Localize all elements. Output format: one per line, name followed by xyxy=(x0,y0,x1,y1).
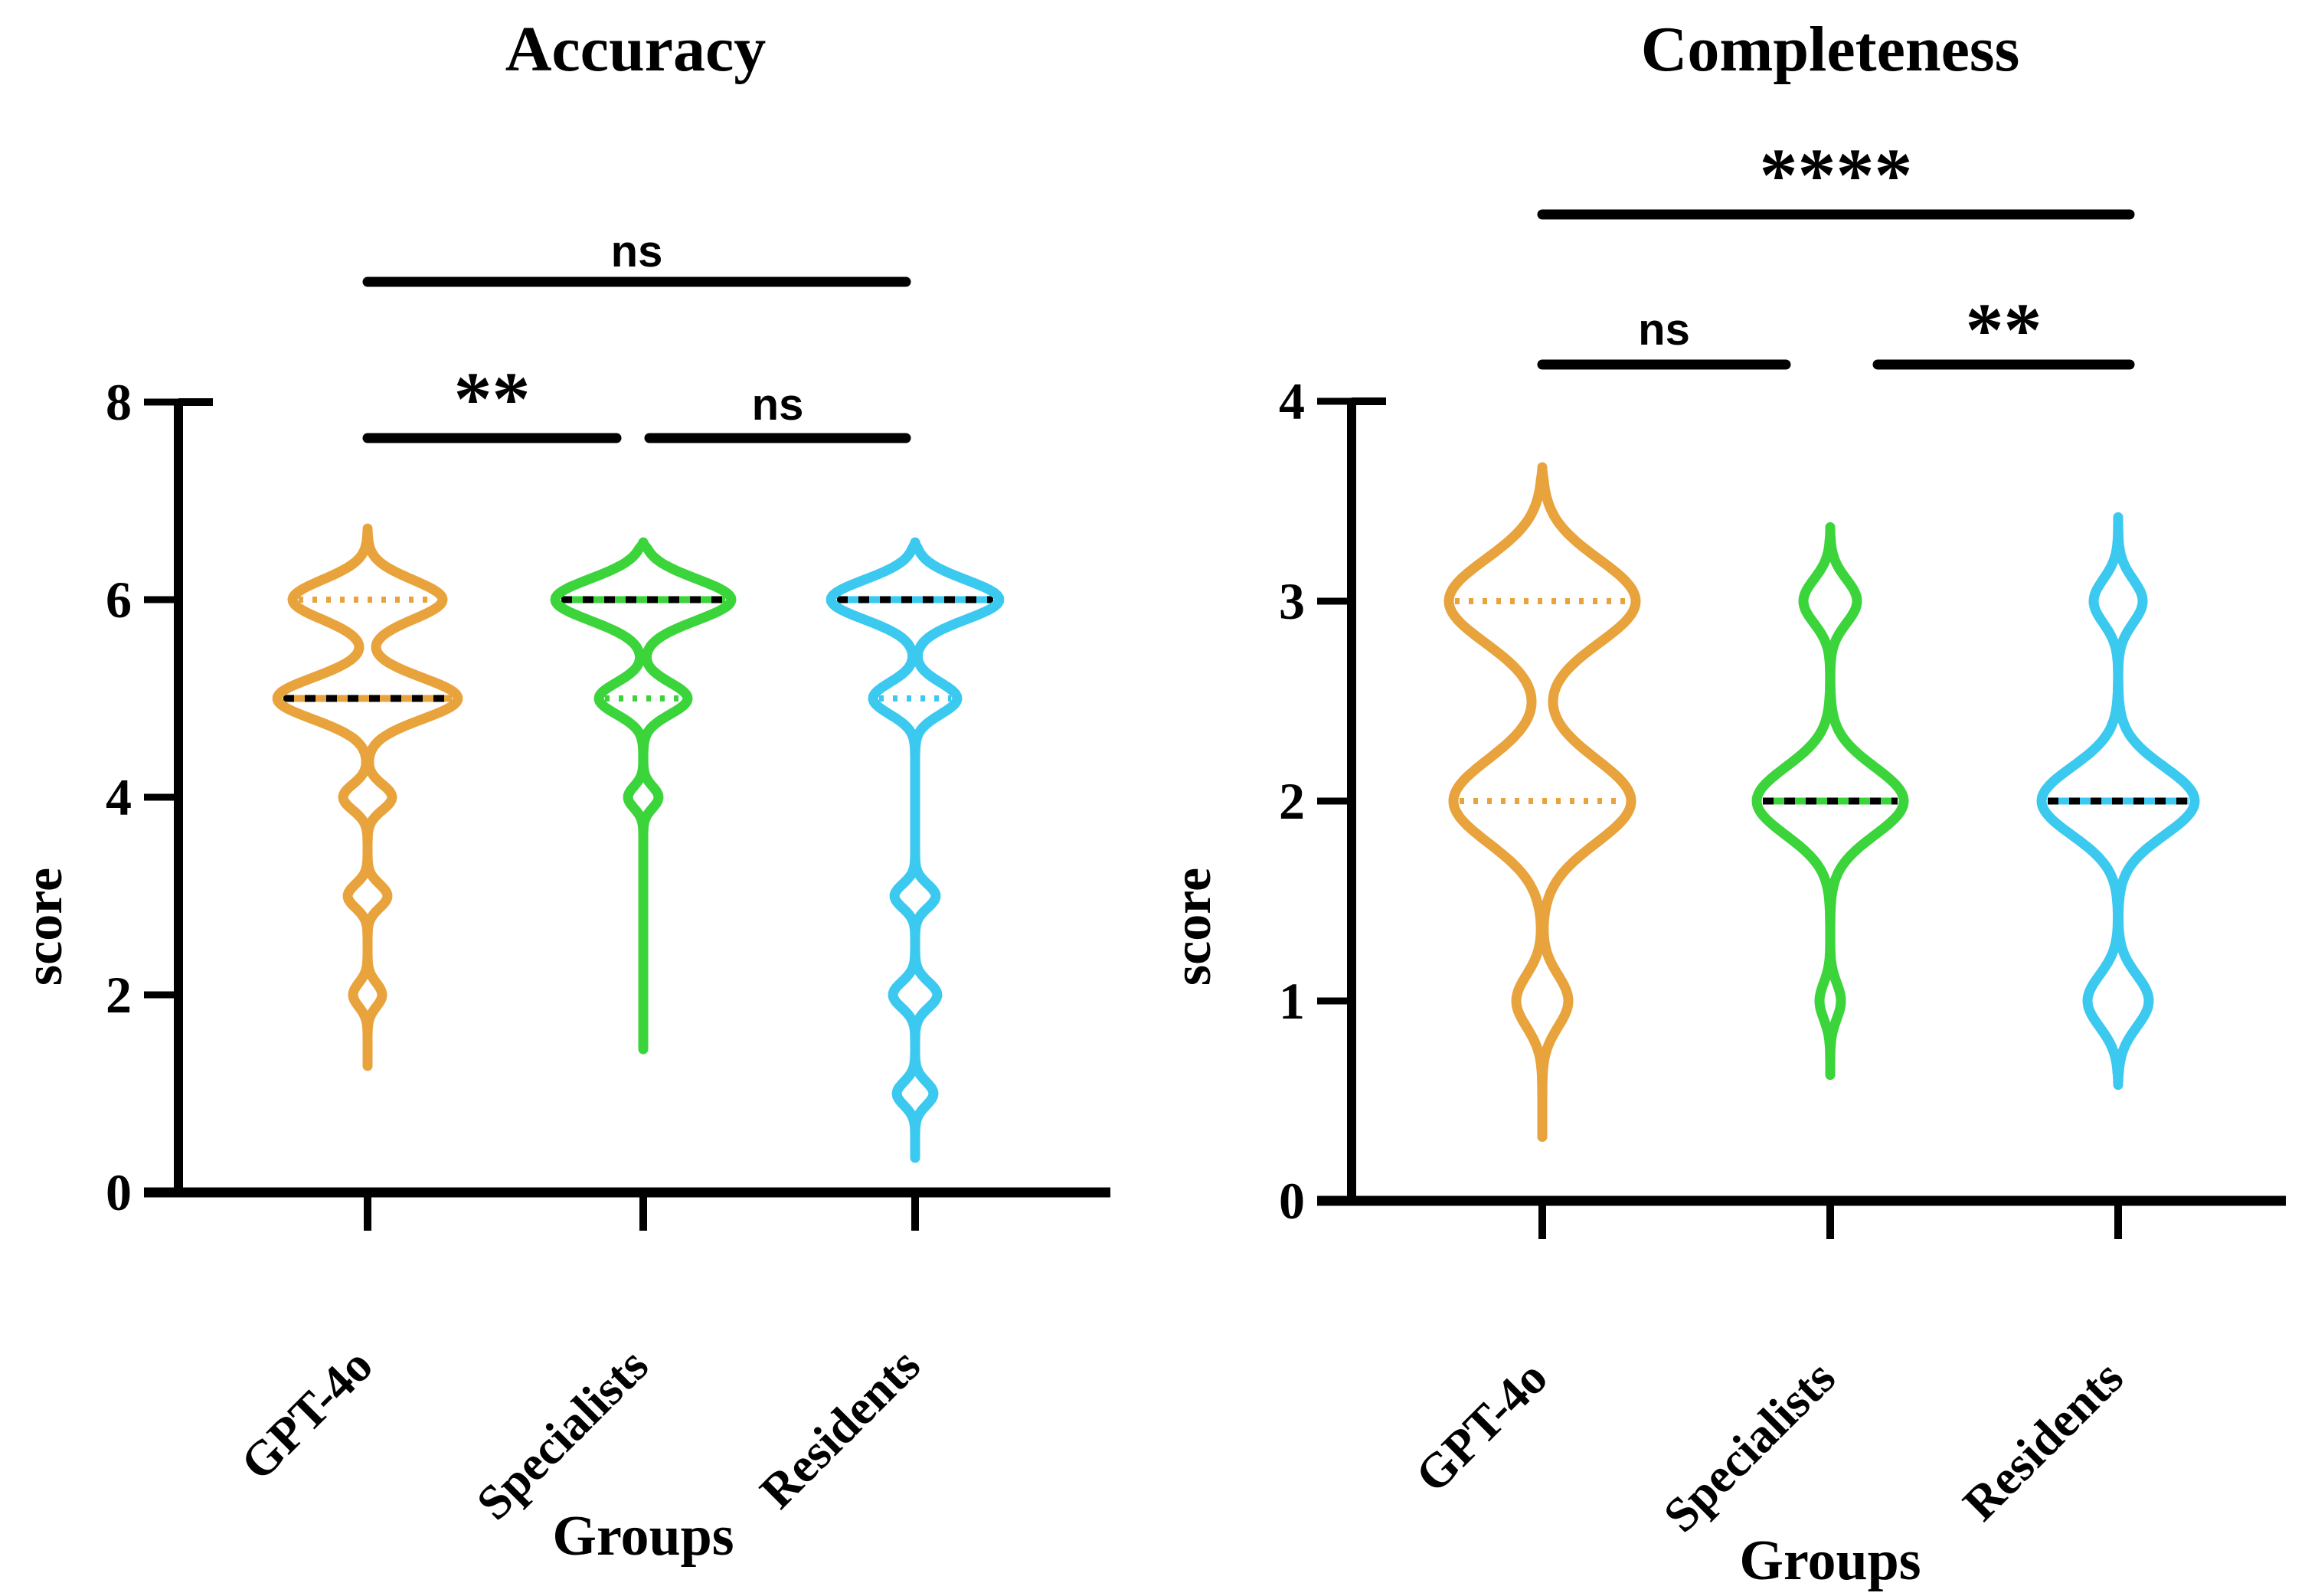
y-tick-label: 3 xyxy=(1279,572,1305,630)
y-tick-label: 6 xyxy=(106,571,132,629)
panel-title: Accuracy xyxy=(505,14,767,85)
violin-specialists xyxy=(1751,522,1909,1081)
violin-outline xyxy=(272,523,463,1071)
y-tick-label: 0 xyxy=(106,1163,132,1222)
significance-label: ns xyxy=(752,380,804,430)
violin-body xyxy=(555,542,731,1049)
x-axis-label: Groups xyxy=(552,1505,734,1568)
violin-outline xyxy=(1751,522,1909,1081)
group-label: Specialists xyxy=(466,1338,659,1530)
y-axis-label: score xyxy=(1163,868,1222,986)
violin-outline xyxy=(826,537,1005,1163)
group-label: Specialists xyxy=(1653,1350,1846,1542)
y-tick-label: 0 xyxy=(1279,1172,1305,1230)
y-tick-label: 4 xyxy=(1279,372,1305,430)
violin-specialists xyxy=(550,537,737,1055)
violin-outline xyxy=(1443,462,1641,1142)
panel-title: Completeness xyxy=(1641,14,2020,85)
group-label: GPT-4o xyxy=(1404,1350,1557,1503)
group-label: GPT-4o xyxy=(230,1338,382,1490)
y-tick-label: 2 xyxy=(106,966,132,1024)
y-axis-label: score xyxy=(15,868,74,986)
significance-label: ** xyxy=(454,356,531,441)
significance-label: ns xyxy=(1638,305,1690,355)
y-tick-label: 2 xyxy=(1279,772,1305,830)
violin-outline xyxy=(2036,512,2200,1091)
panel-completeness: Completeness 0 1 2 3 4 score GPT-4o Specialists R… xyxy=(1163,14,2286,1592)
x-axis-label: Groups xyxy=(1739,1529,1921,1592)
violin-body xyxy=(277,528,458,1066)
violin-residents xyxy=(2036,512,2200,1091)
group-label: Residents xyxy=(1953,1350,2133,1531)
y-tick-label: 4 xyxy=(106,768,132,826)
violin-outline xyxy=(550,537,737,1055)
significance-label: **** xyxy=(1760,132,1913,217)
significance-label: ns xyxy=(611,227,663,276)
violin-gpt4o xyxy=(1443,462,1641,1142)
y-tick-label: 8 xyxy=(106,373,132,431)
violin-gpt4o xyxy=(272,523,463,1071)
violin-residents xyxy=(826,537,1005,1163)
panel-accuracy: Accuracy 0 2 4 6 8 score GPT-4o Specialists Resid… xyxy=(15,14,1110,1568)
significance-label: ** xyxy=(1966,287,2042,372)
group-label: Residents xyxy=(750,1338,930,1519)
y-tick-label: 1 xyxy=(1279,972,1305,1030)
